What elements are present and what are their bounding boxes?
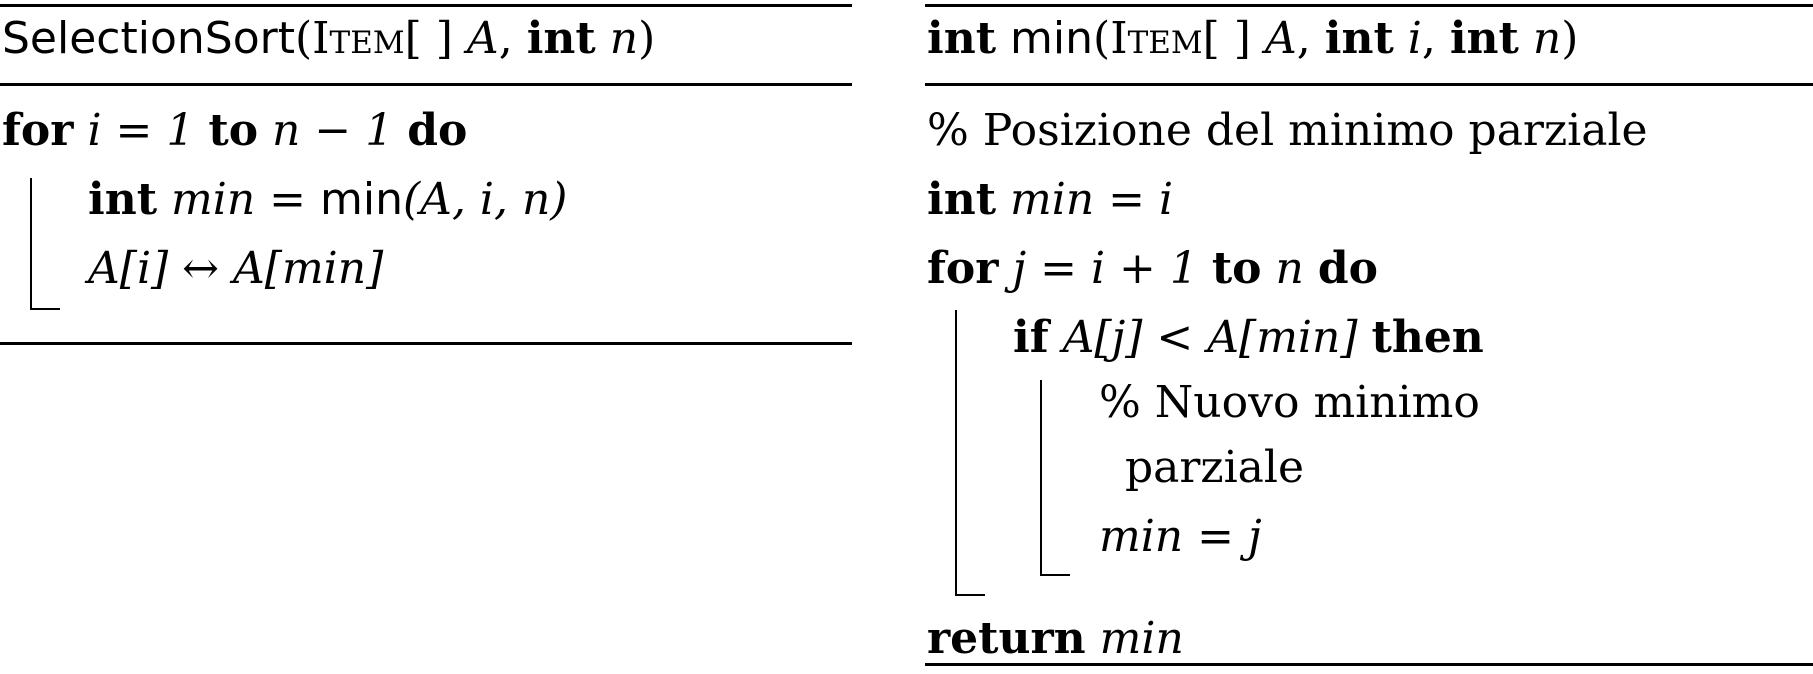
min-function: int min(Item[ ] A, int i, int n) % Posiz…	[925, 0, 1813, 674]
for-block-bar	[30, 178, 32, 310]
header-rule	[925, 83, 1813, 86]
bottom-rule	[0, 342, 852, 345]
function-name: min	[1010, 13, 1094, 64]
for-block-foot	[955, 594, 985, 596]
if-line: if A[j] < A[min] then	[1013, 312, 1484, 363]
comment-new-min-cont: parziale	[1125, 442, 1305, 493]
init-line: int min = i	[927, 174, 1174, 225]
for-line: for i = 1 to n − 1 do	[2, 105, 468, 156]
if-block-bar	[1040, 380, 1042, 576]
type-name: Item	[312, 13, 405, 64]
assign-line: min = j	[1099, 511, 1262, 562]
bottom-rule	[925, 663, 1813, 666]
top-rule	[925, 4, 1813, 7]
for-block-foot	[30, 308, 60, 310]
min-call-line: int min = min(A, i, n)	[88, 174, 568, 225]
for-block-bar	[955, 310, 957, 596]
return-line: return min	[927, 613, 1184, 664]
function-name: SelectionSort	[2, 13, 295, 64]
min-header: int min(Item[ ] A, int i, int n)	[927, 13, 1579, 64]
type-name: Item	[1110, 13, 1203, 64]
top-rule	[0, 4, 852, 7]
selection-sort-algorithm: SelectionSort(Item[ ] A, int n) for i = …	[0, 0, 852, 360]
for-line: for j = i + 1 to n do	[927, 243, 1378, 294]
swap-line: A[i] ↔ A[min]	[88, 243, 384, 294]
comment-new-min: % Nuovo minimo	[1099, 377, 1480, 428]
header-rule	[0, 83, 852, 86]
comment-partial-min: % Posizione del minimo parziale	[927, 105, 1648, 156]
if-block-foot	[1040, 574, 1070, 576]
selection-sort-header: SelectionSort(Item[ ] A, int n)	[2, 13, 656, 64]
